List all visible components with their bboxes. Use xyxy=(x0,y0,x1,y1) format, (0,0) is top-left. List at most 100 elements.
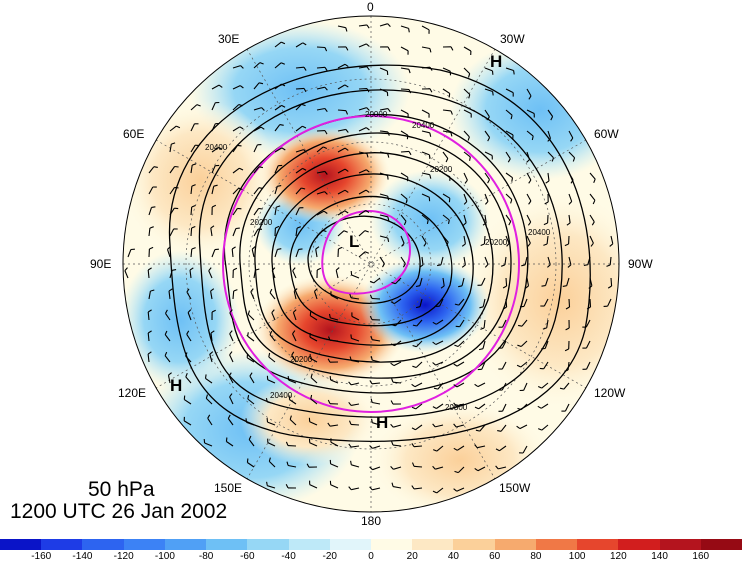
contour-label: 20400 xyxy=(270,391,293,400)
wind-barb-flag xyxy=(372,419,373,423)
colorbar-tick-label: -100 xyxy=(155,551,175,562)
contour-label: 20200 xyxy=(430,165,453,174)
wind-barb-flag xyxy=(311,395,312,399)
high-center-marker: H xyxy=(376,413,388,433)
wind-barb xyxy=(414,446,422,447)
wind-barb-flag xyxy=(493,92,494,96)
wind-barb-flag xyxy=(226,438,227,442)
wind-barb-flag xyxy=(172,270,176,271)
wind-barb-flag xyxy=(175,187,179,188)
wind-barb-flag xyxy=(154,167,158,168)
colorbar-segment xyxy=(165,539,206,550)
wind-barb-flag xyxy=(152,207,156,208)
colorbar-tick-label: 0 xyxy=(368,551,374,562)
wind-barb xyxy=(338,110,346,111)
colorbar-tick-label: 60 xyxy=(489,551,500,562)
wind-barb-flag xyxy=(388,238,389,242)
contour-label: 20200 xyxy=(485,238,508,247)
wind-barb-flag xyxy=(563,286,567,287)
colorbar-segment xyxy=(577,539,618,550)
colorbar-tick-label: 80 xyxy=(530,551,541,562)
wind-barb-flag xyxy=(388,196,389,200)
wind-barb-flag xyxy=(248,395,249,399)
wind-barb xyxy=(401,89,409,90)
wind-barb-flag xyxy=(409,28,410,32)
wind-barb-flag xyxy=(206,374,207,378)
colorbar-segment xyxy=(330,539,371,550)
wind-barb-flag xyxy=(518,325,522,326)
colorbar-segment xyxy=(701,539,742,550)
wind-barb-flag xyxy=(388,176,389,180)
lon-label-60e: 60E xyxy=(123,127,144,141)
wind-barb-flag xyxy=(277,186,281,187)
colorbar-segment xyxy=(82,539,123,550)
wind-barb xyxy=(317,47,325,48)
lon-label-150e: 150E xyxy=(214,481,242,495)
wind-barb xyxy=(233,291,234,299)
wind-barb-flag xyxy=(246,418,247,422)
colorbar-segment xyxy=(289,539,330,550)
colorbar-segment xyxy=(124,539,165,550)
colorbar-tick-label: 160 xyxy=(692,551,709,562)
lon-label-180: 180 xyxy=(361,514,381,528)
lon-label-0: 0 xyxy=(367,0,374,14)
contour-label: 20000 xyxy=(365,110,388,119)
wind-barb xyxy=(317,67,325,68)
wind-barb-flag xyxy=(514,71,515,75)
wind-barb-flag xyxy=(299,249,303,250)
lon-label-30w: 30W xyxy=(500,32,525,46)
contour-label: 20400 xyxy=(205,143,228,152)
wind-barb-flag xyxy=(512,178,513,182)
colorbar-tick-label: -80 xyxy=(199,551,213,562)
valid-time-label: 1200 UTC 26 Jan 2002 xyxy=(10,500,227,524)
wind-barb-flag xyxy=(259,167,263,168)
colorbar-segment xyxy=(206,539,247,550)
wind-barb xyxy=(372,299,380,300)
colorbar-segment xyxy=(247,539,288,550)
colorbar-tick-label: -160 xyxy=(31,551,51,562)
colorbar-tick-label: 100 xyxy=(569,551,586,562)
colorbar-tick-label: -40 xyxy=(281,551,295,562)
colorbar-segment xyxy=(660,539,701,550)
contour-label: 20600 xyxy=(445,403,468,412)
wind-barb-flag xyxy=(267,482,268,486)
wind-barb-flag xyxy=(238,145,242,146)
colorbar-tick-label: 40 xyxy=(448,551,459,562)
colorbar-tick-label: -120 xyxy=(114,551,134,562)
wind-barb xyxy=(330,340,338,341)
lon-label-90w: 90W xyxy=(628,257,653,271)
wind-barb-flag xyxy=(175,167,179,168)
wind-barb-flag xyxy=(259,188,263,189)
wind-barb-flag xyxy=(269,353,270,357)
wind-barb-flag xyxy=(497,431,501,432)
colorbar-segment xyxy=(536,539,577,550)
contour-label: 20200 xyxy=(290,355,313,364)
wind-barb xyxy=(401,151,409,152)
wind-barb-flag xyxy=(449,93,450,97)
lon-label-120e: 120E xyxy=(118,386,146,400)
colorbar-segment xyxy=(412,539,453,550)
wind-barb-flag xyxy=(470,157,471,161)
wind-barb-flag xyxy=(248,332,249,336)
lon-label-120w: 120W xyxy=(594,386,625,400)
colorbar-tick-label: 140 xyxy=(651,551,668,562)
colorbar-segment xyxy=(495,539,536,550)
wind-barb-flag xyxy=(416,286,420,287)
wind-barb-flag xyxy=(427,220,428,224)
pressure-level-label: 50 hPa xyxy=(88,478,155,502)
wind-barb-flag xyxy=(330,314,331,318)
colorbar-segment xyxy=(453,539,494,550)
low-center-marker: L xyxy=(349,232,359,252)
colorbar xyxy=(0,539,742,550)
wind-barb xyxy=(191,207,192,215)
colorbar-segment xyxy=(41,539,82,550)
colorbar-segment xyxy=(618,539,659,550)
wind-barb-flag xyxy=(437,265,441,266)
contour-label: 20400 xyxy=(528,228,551,237)
high-center-marker: H xyxy=(170,376,182,396)
wind-barb xyxy=(414,466,422,467)
wind-barb xyxy=(296,88,304,89)
wind-barb-flag xyxy=(351,461,352,465)
wind-barb xyxy=(506,299,507,307)
high-center-marker: H xyxy=(490,52,502,72)
